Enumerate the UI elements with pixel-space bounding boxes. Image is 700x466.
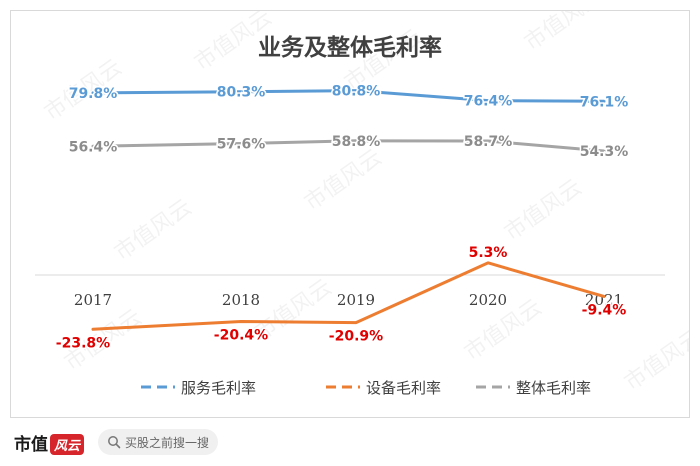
x-tick-label: 2018 — [222, 291, 260, 309]
magnifier-icon — [108, 436, 121, 449]
chart-frame: 市值风云 市值风云 市值风云 市值风云 市值风云 市值风云 市值风云 市值风云 市值风云 市值风云… — [10, 10, 690, 418]
data-label: 5.3% — [469, 245, 508, 261]
data-label: 76.1% — [580, 94, 629, 110]
data-label: 76.4% — [464, 94, 513, 110]
watermark-text: 市值风云 — [520, 11, 606, 56]
brand-logo-text: 市值 — [14, 434, 48, 455]
x-tick-label: 2019 — [337, 291, 375, 309]
data-label: -9.4% — [582, 302, 627, 318]
data-label: 54.3% — [580, 144, 629, 160]
x-axis-labels: 2017 2018 2019 2020 2021 — [74, 291, 623, 309]
series-layer — [91, 89, 606, 331]
legend-label: 整体毛利率 — [516, 379, 591, 397]
data-label: -23.8% — [56, 335, 110, 351]
search-button[interactable]: 买股之前搜一搜 — [98, 429, 219, 455]
x-tick-label: 2021 — [585, 291, 623, 309]
x-tick-label: 2017 — [74, 291, 112, 309]
watermark-text: 市值风云 — [300, 145, 386, 216]
search-text: 买股之前搜一搜 — [125, 435, 210, 450]
legend-label: 设备毛利率 — [366, 379, 441, 397]
data-label: 58.8% — [332, 134, 381, 150]
data-label: 58.7% — [464, 134, 513, 150]
footer-bar: 市值 风云 买股之前搜一搜 — [0, 418, 700, 466]
series-line — [91, 261, 606, 331]
watermark-text: 市值风云 — [110, 195, 196, 266]
watermark-text: 市值风云 — [620, 325, 689, 396]
legend: 服务毛利率 设备毛利率 整体毛利率 — [141, 379, 591, 397]
series-line — [91, 139, 606, 153]
data-label: -20.4% — [214, 328, 268, 344]
data-labels-layer: 79.8% 80.3% 80.8% 76.4% 76.1% -23.8% -20.4% -20… — [54, 82, 629, 353]
watermark-text: 市值风云 — [500, 175, 586, 246]
data-label: 80.3% — [217, 85, 266, 101]
chart-title: 业务及整体毛利率 — [258, 34, 442, 61]
data-label: 56.4% — [69, 139, 118, 155]
x-tick-label: 2020 — [469, 291, 507, 309]
brand-logo-mark: 风云 — [50, 433, 85, 455]
legend-label: 服务毛利率 — [181, 379, 256, 397]
series-line — [91, 89, 606, 103]
data-label: 79.8% — [69, 86, 118, 102]
data-label: 80.8% — [332, 84, 381, 100]
data-label: 57.6% — [217, 137, 266, 153]
brand-logo[interactable]: 市值 风云 — [14, 430, 85, 455]
data-label: -20.9% — [329, 329, 383, 345]
